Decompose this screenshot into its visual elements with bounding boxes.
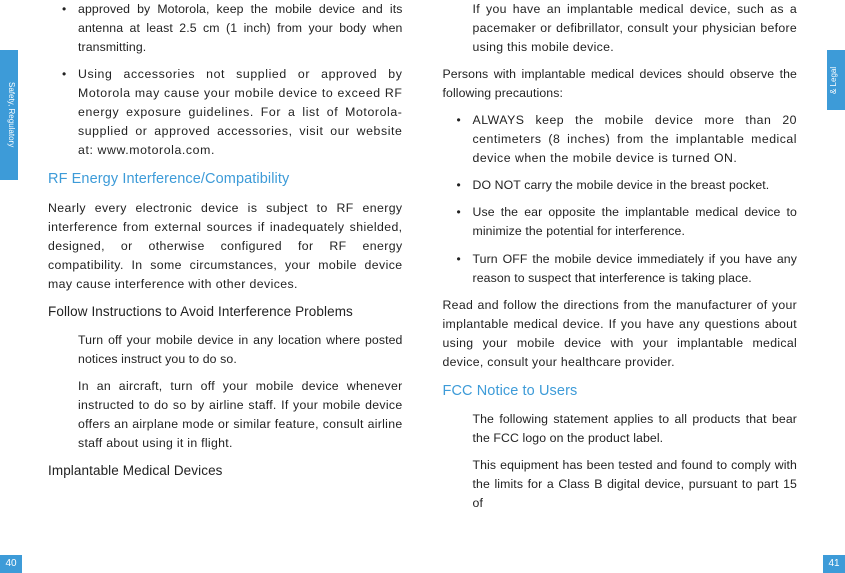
right-page: & Legal 41 If you have an implantable me… xyxy=(423,0,845,573)
right-content: If you have an implantable medical devic… xyxy=(443,0,798,514)
right-page-number: 41 xyxy=(823,555,845,573)
left-content: approved by Motorola, keep the mobile de… xyxy=(48,0,403,482)
body-text: Nearly every electronic device is subjec… xyxy=(48,199,403,294)
left-side-tab: Safety, Regulatory xyxy=(0,50,18,180)
body-text: ALWAYS keep the mobile device more than … xyxy=(473,113,798,165)
body-text: If you have an implantable medical devic… xyxy=(473,2,798,54)
body-text: Use the ear opposite the implantable med… xyxy=(473,205,798,238)
body-text: This equipment has been tested and found… xyxy=(473,458,798,510)
left-page: Safety, Regulatory 40 approved by Motoro… xyxy=(0,0,423,573)
left-page-number: 40 xyxy=(0,555,22,573)
body-text: Using accessories not supplied or approv… xyxy=(78,67,403,157)
section-heading: FCC Notice to Users xyxy=(443,380,798,402)
body-text: Read and follow the directions from the … xyxy=(443,296,798,372)
subsection-heading: Follow Instructions to Avoid Interferenc… xyxy=(48,302,403,323)
body-text: DO NOT carry the mobile device in the br… xyxy=(473,178,770,192)
body-text: approved by Motorola, keep the mobile de… xyxy=(78,2,403,54)
subsection-heading: Implantable Medical Devices xyxy=(48,461,403,482)
page-spread: Safety, Regulatory 40 approved by Motoro… xyxy=(0,0,845,573)
body-text: Turn off your mobile device in any locat… xyxy=(78,333,403,366)
body-text: In an aircraft, turn off your mobile dev… xyxy=(78,379,403,450)
right-side-tab: & Legal xyxy=(827,50,845,110)
body-text: Turn OFF the mobile device immediately i… xyxy=(473,252,798,285)
body-text: The following statement applies to all p… xyxy=(473,412,798,445)
body-text: Persons with implantable medical devices… xyxy=(443,65,798,103)
section-heading: RF Energy Interference/Compatibility xyxy=(48,168,403,190)
